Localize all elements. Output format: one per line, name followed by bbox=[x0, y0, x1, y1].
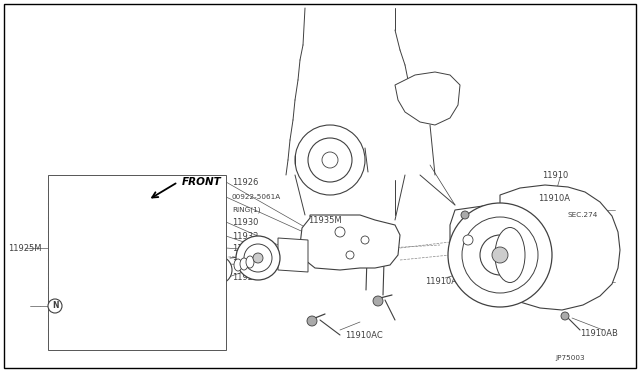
Text: (1): (1) bbox=[72, 317, 83, 323]
Text: 11925G: 11925G bbox=[88, 339, 121, 347]
Circle shape bbox=[307, 316, 317, 326]
Circle shape bbox=[253, 253, 263, 263]
Text: 11929: 11929 bbox=[232, 273, 259, 282]
Text: 11910AB: 11910AB bbox=[580, 328, 618, 337]
Text: 11925M: 11925M bbox=[8, 244, 42, 253]
Ellipse shape bbox=[246, 256, 254, 268]
Circle shape bbox=[295, 125, 365, 195]
Circle shape bbox=[204, 256, 232, 284]
Text: 11910: 11910 bbox=[542, 170, 568, 180]
Circle shape bbox=[210, 262, 226, 278]
Text: 08911-3401A: 08911-3401A bbox=[65, 303, 115, 309]
Circle shape bbox=[236, 236, 280, 280]
Text: 11910AA: 11910AA bbox=[425, 278, 463, 286]
Text: 11935M: 11935M bbox=[308, 215, 342, 224]
Text: 11932: 11932 bbox=[232, 231, 259, 241]
Circle shape bbox=[462, 217, 538, 293]
Circle shape bbox=[361, 236, 369, 244]
Circle shape bbox=[373, 296, 383, 306]
Text: 11930: 11930 bbox=[232, 218, 259, 227]
Circle shape bbox=[561, 312, 569, 320]
Circle shape bbox=[215, 267, 221, 273]
Text: JP75003: JP75003 bbox=[555, 355, 584, 361]
Text: FRONT: FRONT bbox=[182, 177, 221, 187]
Circle shape bbox=[448, 203, 552, 307]
Text: 11910A: 11910A bbox=[538, 193, 570, 202]
Circle shape bbox=[335, 227, 345, 237]
Polygon shape bbox=[395, 72, 460, 125]
Text: 11931: 11931 bbox=[232, 260, 259, 269]
Circle shape bbox=[463, 235, 473, 245]
Text: 11927: 11927 bbox=[232, 244, 259, 253]
Polygon shape bbox=[278, 238, 308, 272]
Text: 11926: 11926 bbox=[232, 177, 259, 186]
Circle shape bbox=[244, 244, 272, 272]
Circle shape bbox=[346, 251, 354, 259]
Circle shape bbox=[480, 235, 520, 275]
Text: RING(1): RING(1) bbox=[232, 207, 260, 213]
Text: N: N bbox=[52, 301, 58, 311]
Ellipse shape bbox=[240, 258, 248, 270]
Text: 11910AC: 11910AC bbox=[345, 331, 383, 340]
Polygon shape bbox=[450, 205, 495, 275]
Circle shape bbox=[308, 138, 352, 182]
Bar bbox=[48, 175, 226, 350]
Text: SEC.274: SEC.274 bbox=[568, 212, 598, 218]
Circle shape bbox=[492, 247, 508, 263]
Ellipse shape bbox=[234, 259, 242, 271]
Circle shape bbox=[48, 299, 62, 313]
Polygon shape bbox=[300, 215, 400, 270]
Ellipse shape bbox=[495, 228, 525, 282]
Polygon shape bbox=[492, 185, 620, 310]
Circle shape bbox=[461, 211, 469, 219]
Text: 00922-5061A: 00922-5061A bbox=[232, 194, 281, 200]
Circle shape bbox=[322, 152, 338, 168]
